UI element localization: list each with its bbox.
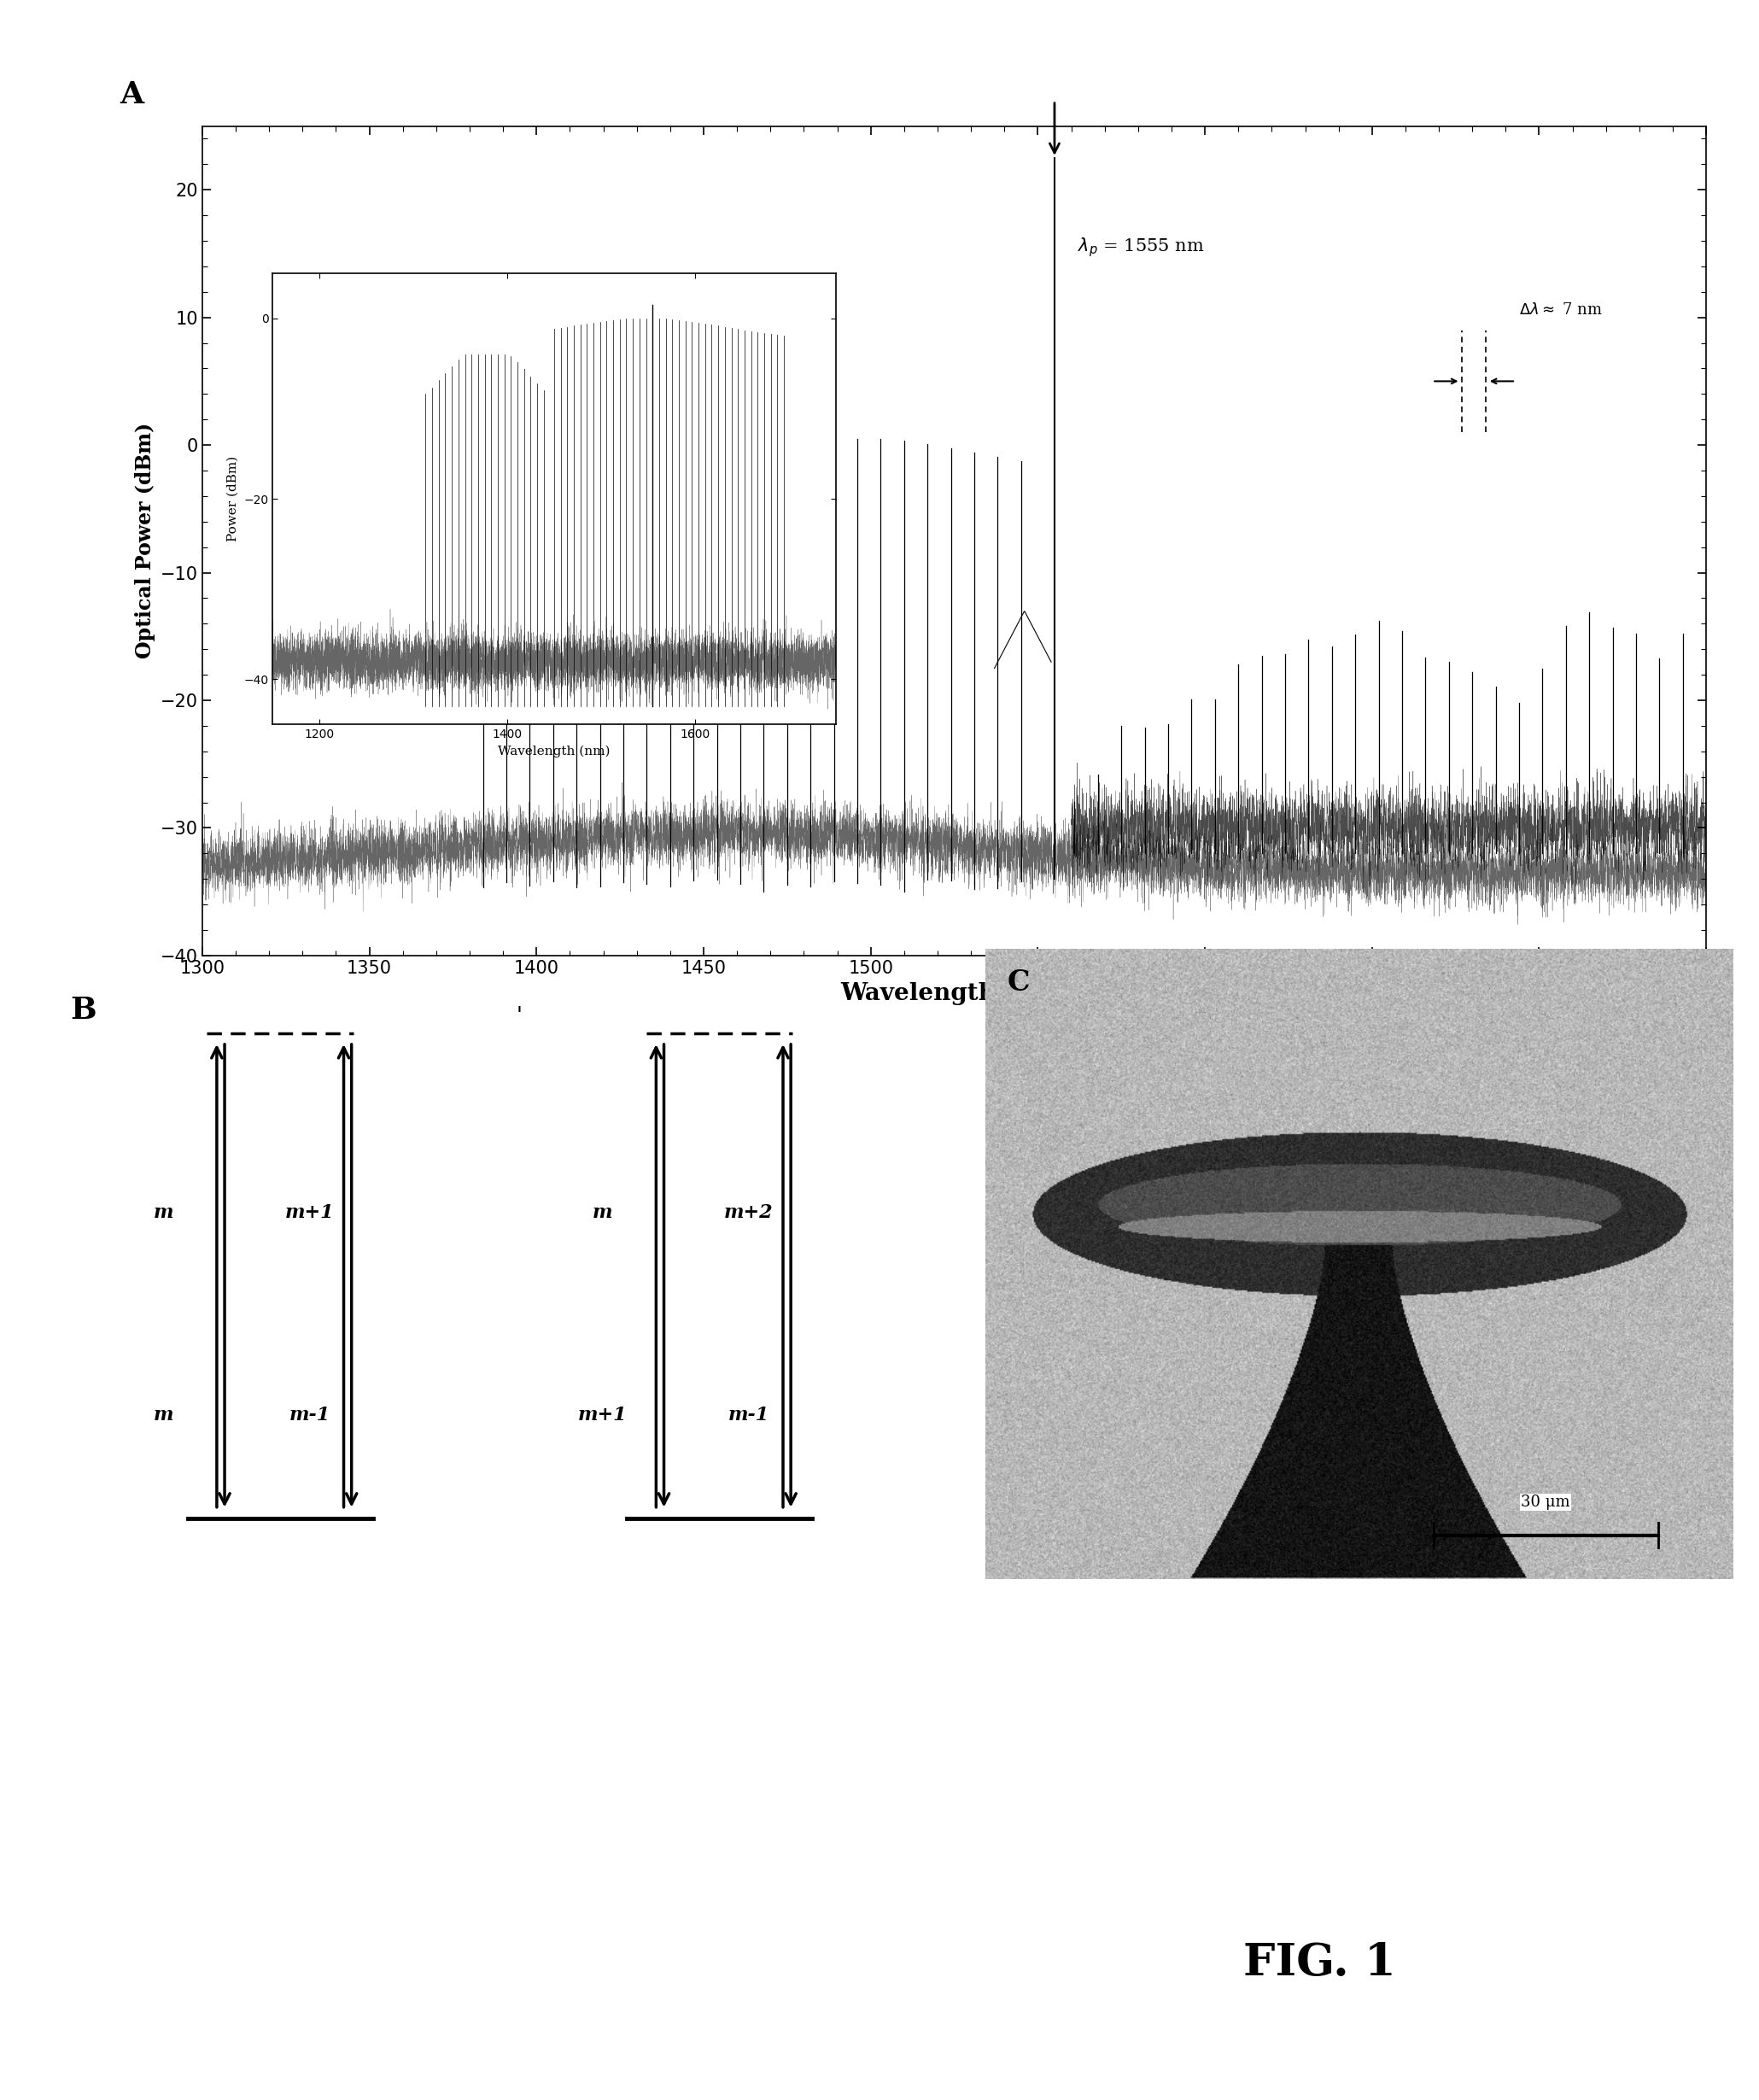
Text: m: m — [593, 1203, 612, 1222]
Text: 30 μm: 30 μm — [1522, 1495, 1571, 1510]
Text: m+1: m+1 — [285, 1203, 334, 1222]
Text: m: m — [153, 1405, 172, 1424]
Text: $\Delta\lambda\approx$ 7 nm: $\Delta\lambda\approx$ 7 nm — [1520, 302, 1602, 317]
Text: m-1: m-1 — [288, 1405, 331, 1424]
Text: ': ' — [517, 1006, 522, 1027]
Text: FIG. 1: FIG. 1 — [1244, 1940, 1395, 1984]
Y-axis label: Power (dBm): Power (dBm) — [227, 456, 239, 542]
X-axis label: Wavelength (nm): Wavelength (nm) — [498, 746, 610, 758]
Y-axis label: Optical Power (dBm): Optical Power (dBm) — [135, 422, 157, 659]
X-axis label: Wavelength (nm): Wavelength (nm) — [841, 981, 1068, 1004]
Text: m+2: m+2 — [725, 1203, 774, 1222]
Text: m: m — [153, 1203, 172, 1222]
Text: m-1: m-1 — [728, 1405, 769, 1424]
Text: C: C — [1008, 968, 1031, 995]
Text: B: B — [70, 995, 97, 1025]
Text: $\lambda_p$ = 1555 nm: $\lambda_p$ = 1555 nm — [1078, 235, 1205, 258]
Text: A: A — [120, 80, 144, 109]
Text: m+1: m+1 — [577, 1405, 626, 1424]
